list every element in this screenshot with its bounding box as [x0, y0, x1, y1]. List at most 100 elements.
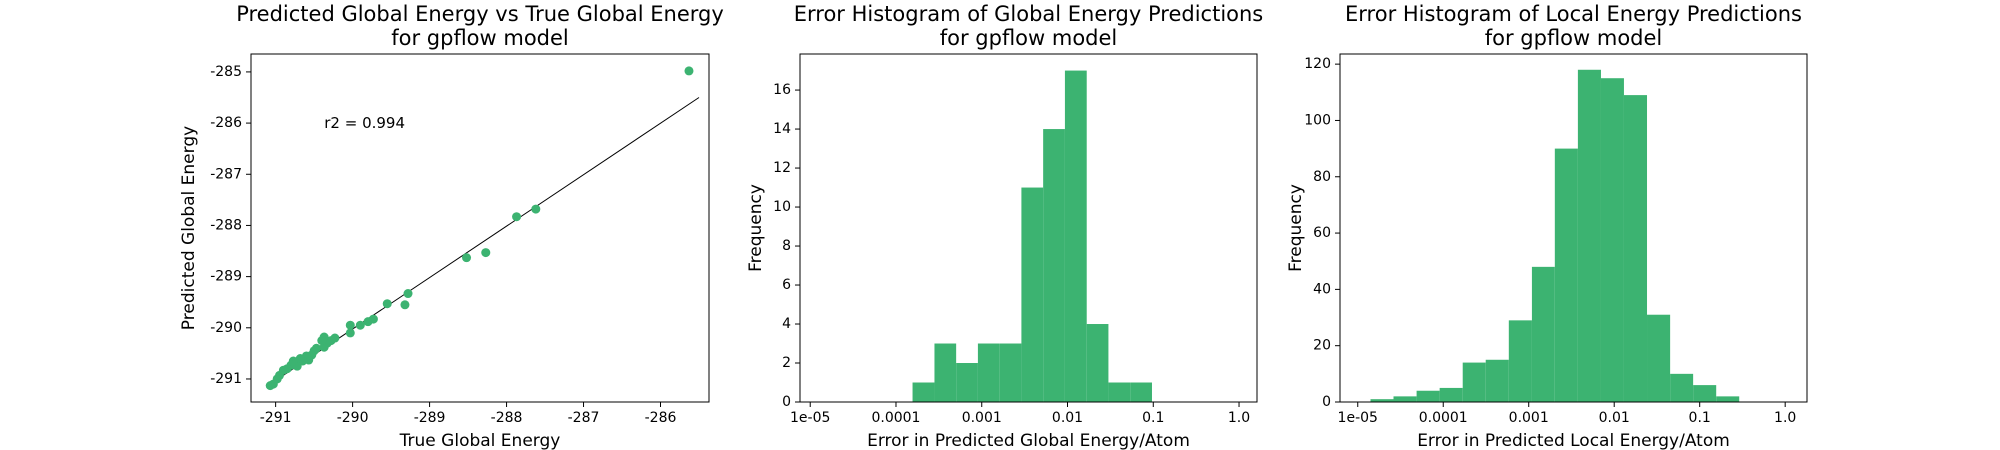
bar [1508, 320, 1532, 402]
bar [1393, 396, 1417, 402]
bar [1086, 324, 1109, 402]
y-tick-label: 80 [1313, 169, 1331, 185]
x-tick-label: 0.0001 [871, 410, 920, 426]
x-tick-label: -289 [414, 410, 446, 426]
bar [1485, 359, 1509, 402]
chart-title: Predicted Global Energy vs True Global E… [236, 2, 724, 26]
bar [1623, 95, 1648, 402]
x-tick-label: 0.01 [1052, 410, 1083, 426]
bar [1064, 70, 1087, 403]
y-tick-label: -288 [210, 217, 242, 233]
point [345, 320, 355, 330]
x-tick-label: -290 [337, 410, 369, 426]
y-tick-label: -286 [210, 115, 242, 131]
bar [1693, 385, 1717, 402]
bar [1021, 187, 1044, 402]
annotation: r2 = 0.994 [324, 114, 405, 132]
bar [1416, 390, 1440, 402]
point [317, 336, 327, 346]
y-axis-label: Predicted Global Energy [179, 126, 199, 330]
bar [1108, 382, 1131, 402]
point [512, 212, 522, 222]
point [363, 317, 373, 327]
y-axis-label: Frequency [1286, 184, 1306, 272]
y-tick-label: -290 [210, 320, 242, 336]
x-axis-label: Error in Predicted Local Energy/Atom [1417, 431, 1730, 450]
bar [934, 343, 957, 402]
y-tick-label: 4 [782, 316, 791, 332]
y-tick-label: 60 [1313, 225, 1331, 241]
bar [977, 343, 1000, 402]
bar [1043, 129, 1065, 402]
point [684, 66, 694, 76]
y-tick-label: 0 [782, 394, 791, 410]
x-tick-label: -286 [645, 410, 677, 426]
x-tick-label: 1.0 [1228, 410, 1250, 426]
y-tick-label: 10 [773, 199, 791, 215]
point [403, 289, 413, 299]
bar [1130, 382, 1152, 402]
bar [912, 382, 935, 402]
point [462, 253, 472, 263]
point [345, 328, 355, 338]
fit-line [269, 97, 700, 385]
y-tick-label: 40 [1313, 281, 1331, 297]
chart-title: Error Histogram of Global Energy Predict… [794, 2, 1264, 26]
point [531, 204, 541, 214]
y-tick-label: -291 [210, 371, 242, 387]
x-axis-label: Error in Predicted Global Energy/Atom [867, 431, 1190, 450]
x-tick-label: 0.001 [962, 410, 1002, 426]
chart-title: for gpflow model [940, 26, 1118, 50]
y-tick-label: 2 [782, 355, 791, 371]
plot-frame [1339, 53, 1808, 403]
point [295, 354, 305, 363]
x-tick-label: 0.1 [1142, 410, 1164, 426]
x-tick-label: 0.01 [1599, 410, 1630, 426]
plot-frame [799, 53, 1258, 403]
y-tick-label: 12 [773, 160, 791, 176]
y-tick-label: 16 [773, 82, 791, 98]
y-tick-label: 8 [782, 238, 791, 254]
bar [1670, 373, 1694, 402]
point [265, 381, 275, 391]
bar [1462, 362, 1486, 402]
x-tick-label: 0.0001 [1419, 410, 1468, 426]
bar [1531, 266, 1555, 402]
x-tick-label: 1.0 [1774, 410, 1796, 426]
plot-frame [250, 53, 710, 403]
bar [1370, 399, 1394, 402]
chart-title: Error Histogram of Local Energy Predicti… [1345, 2, 1802, 26]
bar [1600, 78, 1624, 402]
point [481, 248, 491, 258]
bar [1647, 314, 1671, 402]
x-tick-label: -288 [491, 410, 523, 426]
y-tick-label: -285 [210, 64, 242, 80]
x-tick-label: 1e-05 [790, 410, 830, 426]
bar [1716, 396, 1740, 402]
chart-title: for gpflow model [1485, 26, 1663, 50]
x-tick-label: 0.001 [1509, 410, 1549, 426]
y-tick-label: 6 [782, 277, 791, 293]
bar [1439, 387, 1463, 402]
x-tick-label: 1e-05 [1338, 410, 1378, 426]
point [355, 320, 365, 330]
x-tick-label: 0.1 [1689, 410, 1711, 426]
point [382, 299, 392, 309]
y-tick-label: 20 [1313, 338, 1331, 354]
y-tick-label: -289 [210, 269, 242, 285]
x-axis-label: True Global Energy [399, 431, 561, 450]
y-tick-label: 0 [1322, 394, 1331, 410]
chart-title: for gpflow model [391, 26, 569, 50]
bar [999, 343, 1022, 402]
bar [1577, 69, 1601, 402]
point [400, 300, 410, 310]
bar [956, 363, 978, 402]
bar [1554, 148, 1578, 402]
x-tick-label: -287 [568, 410, 600, 426]
y-axis-label: Frequency [746, 184, 766, 272]
y-tick-label: 14 [773, 121, 791, 137]
x-tick-label: -291 [260, 410, 292, 426]
y-tick-label: 120 [1304, 56, 1331, 72]
